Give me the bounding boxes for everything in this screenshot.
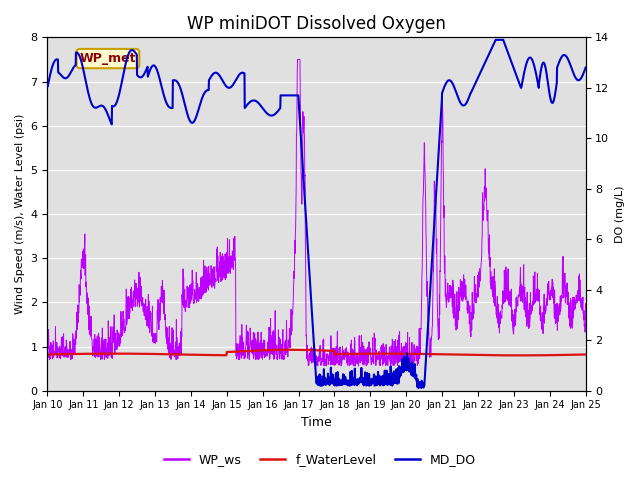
WP_ws bbox=[582, 300, 589, 306]
MD_DO bbox=[305, 264, 313, 270]
Line: MD_DO: MD_DO bbox=[47, 40, 586, 388]
f_WaterLevel bbox=[582, 352, 589, 358]
Y-axis label: DO (mg/L): DO (mg/L) bbox=[615, 185, 625, 243]
WP_ws bbox=[305, 356, 313, 361]
WP_ws bbox=[566, 308, 574, 314]
MD_DO bbox=[415, 385, 422, 391]
MD_DO bbox=[566, 62, 574, 68]
f_WaterLevel bbox=[305, 347, 313, 353]
X-axis label: Time: Time bbox=[301, 416, 332, 429]
f_WaterLevel bbox=[566, 352, 574, 358]
WP_ws bbox=[566, 296, 574, 301]
MD_DO bbox=[44, 83, 51, 88]
f_WaterLevel bbox=[291, 347, 299, 353]
MD_DO bbox=[71, 63, 79, 69]
MD_DO bbox=[492, 37, 499, 43]
MD_DO bbox=[566, 62, 574, 68]
f_WaterLevel bbox=[286, 347, 294, 353]
f_WaterLevel bbox=[44, 352, 51, 358]
WP_ws bbox=[44, 352, 51, 358]
f_WaterLevel bbox=[566, 352, 574, 358]
Line: f_WaterLevel: f_WaterLevel bbox=[47, 350, 586, 355]
WP_ws bbox=[468, 327, 476, 333]
Y-axis label: Wind Speed (m/s), Water Level (psi): Wind Speed (m/s), Water Level (psi) bbox=[15, 114, 25, 314]
f_WaterLevel bbox=[468, 352, 476, 358]
f_WaterLevel bbox=[515, 352, 522, 358]
MD_DO bbox=[468, 89, 476, 95]
MD_DO bbox=[582, 65, 589, 71]
Line: WP_ws: WP_ws bbox=[47, 60, 586, 366]
Legend: WP_ws, f_WaterLevel, MD_DO: WP_ws, f_WaterLevel, MD_DO bbox=[159, 448, 481, 471]
Text: WP_met: WP_met bbox=[80, 52, 136, 65]
Title: WP miniDOT Dissolved Oxygen: WP miniDOT Dissolved Oxygen bbox=[187, 15, 446, 33]
MD_DO bbox=[291, 93, 299, 98]
f_WaterLevel bbox=[71, 351, 79, 357]
WP_ws bbox=[71, 351, 79, 357]
WP_ws bbox=[294, 57, 301, 62]
WP_ws bbox=[291, 238, 299, 243]
WP_ws bbox=[355, 363, 362, 369]
